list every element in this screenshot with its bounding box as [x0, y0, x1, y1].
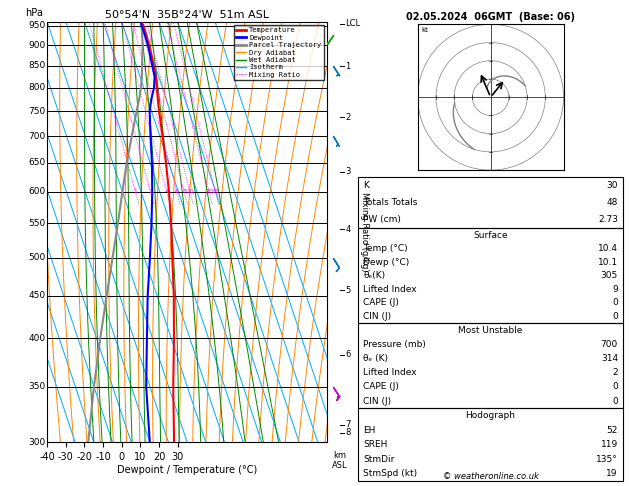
Text: 20: 20 [205, 189, 213, 194]
Text: 48: 48 [606, 198, 618, 208]
Text: 0: 0 [612, 312, 618, 321]
Text: CIN (J): CIN (J) [364, 397, 391, 406]
Text: 4: 4 [165, 189, 169, 194]
Text: Mixing Ratio (g/kg): Mixing Ratio (g/kg) [360, 192, 369, 272]
Text: StmSpd (kt): StmSpd (kt) [364, 469, 418, 478]
Bar [358, 323, 623, 408]
Text: 5: 5 [345, 286, 350, 295]
Text: 10: 10 [186, 189, 194, 194]
Text: 135°: 135° [596, 455, 618, 464]
Legend: Temperature, Dewpoint, Parcel Trajectory, Dry Adiabat, Wet Adiabat, Isotherm, Mi: Temperature, Dewpoint, Parcel Trajectory… [234, 25, 323, 80]
Text: 2: 2 [345, 113, 350, 122]
Text: 850: 850 [28, 61, 46, 70]
Text: EH: EH [364, 426, 376, 434]
Text: CIN (J): CIN (J) [364, 312, 391, 321]
Text: 450: 450 [29, 291, 46, 300]
Text: Surface: Surface [473, 231, 508, 240]
Text: 0: 0 [612, 298, 618, 307]
Text: 25: 25 [211, 189, 220, 194]
Text: 600: 600 [28, 187, 46, 196]
Text: Totals Totals: Totals Totals [364, 198, 418, 208]
Text: 305: 305 [601, 271, 618, 280]
Text: 700: 700 [28, 132, 46, 140]
Text: 9: 9 [612, 285, 618, 294]
Text: Hodograph: Hodograph [465, 411, 516, 420]
Text: 550: 550 [28, 219, 46, 227]
Text: StmDir: StmDir [364, 455, 394, 464]
Text: SREH: SREH [364, 440, 387, 449]
Text: 500: 500 [28, 253, 46, 262]
Text: 1: 1 [133, 189, 137, 194]
Text: 314: 314 [601, 354, 618, 363]
Text: Temp (°C): Temp (°C) [364, 244, 408, 253]
Text: 02.05.2024  06GMT  (Base: 06): 02.05.2024 06GMT (Base: 06) [406, 12, 575, 22]
Text: 2: 2 [612, 368, 618, 377]
Text: K: K [364, 181, 369, 191]
Text: 350: 350 [28, 382, 46, 391]
Text: 2: 2 [148, 189, 152, 194]
Text: Dewp (°C): Dewp (°C) [364, 258, 409, 267]
Text: 10.4: 10.4 [598, 244, 618, 253]
Text: 0: 0 [612, 382, 618, 392]
Text: 4: 4 [345, 225, 350, 234]
Text: © weatheronline.co.uk: © weatheronline.co.uk [443, 472, 538, 481]
Text: 8: 8 [182, 189, 186, 194]
Text: km
ASL: km ASL [332, 451, 347, 470]
Text: 650: 650 [28, 158, 46, 167]
Text: Most Unstable: Most Unstable [459, 326, 523, 335]
Text: LCL: LCL [345, 19, 360, 28]
Text: PW (cm): PW (cm) [364, 215, 401, 225]
Text: Lifted Index: Lifted Index [364, 285, 417, 294]
Text: 6: 6 [345, 350, 351, 360]
Text: Pressure (mb): Pressure (mb) [364, 340, 426, 349]
Text: 2.73: 2.73 [598, 215, 618, 225]
Text: CAPE (J): CAPE (J) [364, 382, 399, 392]
Text: 8: 8 [345, 428, 351, 437]
Text: 0: 0 [612, 397, 618, 406]
X-axis label: Dewpoint / Temperature (°C): Dewpoint / Temperature (°C) [117, 465, 257, 475]
Bar [358, 228, 623, 323]
Title: 50°54'N  35B°24'W  51m ASL: 50°54'N 35B°24'W 51m ASL [105, 10, 269, 20]
Bar [358, 408, 623, 481]
Text: 6: 6 [175, 189, 179, 194]
Bar [358, 177, 623, 228]
Text: CAPE (J): CAPE (J) [364, 298, 399, 307]
Text: 30: 30 [606, 181, 618, 191]
Text: 10.1: 10.1 [598, 258, 618, 267]
Text: 1: 1 [345, 62, 350, 71]
Text: 52: 52 [606, 426, 618, 434]
Text: θₑ (K): θₑ (K) [364, 354, 388, 363]
Text: 7: 7 [345, 420, 351, 429]
Text: hPa: hPa [25, 8, 43, 17]
Text: Lifted Index: Lifted Index [364, 368, 417, 377]
Text: 119: 119 [601, 440, 618, 449]
Text: 700: 700 [601, 340, 618, 349]
Text: 19: 19 [606, 469, 618, 478]
Text: 300: 300 [28, 438, 46, 447]
Text: 3: 3 [345, 167, 351, 176]
Text: θₑ(K): θₑ(K) [364, 271, 386, 280]
Text: 900: 900 [28, 41, 46, 50]
Text: 750: 750 [28, 106, 46, 116]
Text: 400: 400 [29, 334, 46, 343]
Text: 950: 950 [28, 21, 46, 30]
Text: 800: 800 [28, 83, 46, 92]
